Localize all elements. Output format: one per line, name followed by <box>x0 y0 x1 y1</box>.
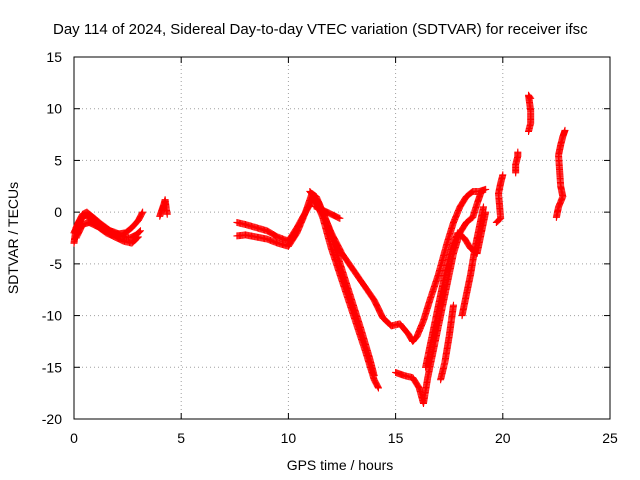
data-point <box>136 227 144 235</box>
data-point <box>561 126 569 134</box>
series-group <box>233 194 382 392</box>
series-group <box>72 218 142 247</box>
y-tick-label: 10 <box>46 101 62 117</box>
series-group <box>492 171 507 226</box>
y-tick-label: -15 <box>42 359 62 375</box>
y-tick-label: -10 <box>42 308 62 324</box>
data-point <box>495 216 503 224</box>
data-point <box>133 234 141 242</box>
x-tick-label: 10 <box>281 430 297 446</box>
y-tick-label: 0 <box>54 204 62 220</box>
x-tick-label: 15 <box>388 430 404 446</box>
data-point <box>480 203 488 211</box>
data-point <box>163 210 171 218</box>
data-point <box>386 320 394 328</box>
data-point <box>374 384 382 392</box>
series-group <box>156 196 171 220</box>
data-point <box>477 187 485 195</box>
data-point <box>370 372 378 380</box>
data-point <box>336 214 344 222</box>
y-tick-label: 5 <box>54 152 62 168</box>
x-tick-label: 20 <box>495 430 511 446</box>
data-point <box>136 228 144 236</box>
data-point <box>526 93 534 101</box>
x-tick-label: 25 <box>602 430 618 446</box>
series-group <box>70 208 147 238</box>
series-group <box>525 91 535 135</box>
data-points <box>70 91 569 407</box>
data-point <box>527 94 535 102</box>
data-point <box>514 148 522 156</box>
series-group <box>512 148 522 177</box>
series-group <box>552 126 569 221</box>
y-tick-label: -20 <box>42 411 62 427</box>
y-tick-label: 15 <box>46 49 62 65</box>
x-axis-label: GPS time / hours <box>287 457 394 473</box>
data-point <box>499 171 507 179</box>
data-point <box>134 233 142 241</box>
data-point <box>139 208 147 216</box>
series-group <box>437 301 457 384</box>
y-axis-label: SDTVAR / TECUs <box>5 182 21 294</box>
series-group <box>310 202 344 222</box>
series-group <box>458 203 488 320</box>
y-tick-label: -5 <box>50 256 63 272</box>
x-tick-label: 5 <box>177 430 185 446</box>
data-point <box>449 301 457 309</box>
data-point <box>482 185 490 193</box>
x-tick-label: 0 <box>70 430 78 446</box>
series-group <box>306 187 378 380</box>
chart-title: Day 114 of 2024, Sidereal Day-to-day VTE… <box>53 21 588 38</box>
axis-ticks: 0 5 10 15 20 25 -20 -15 -10 -5 0 5 10 15 <box>42 49 618 446</box>
